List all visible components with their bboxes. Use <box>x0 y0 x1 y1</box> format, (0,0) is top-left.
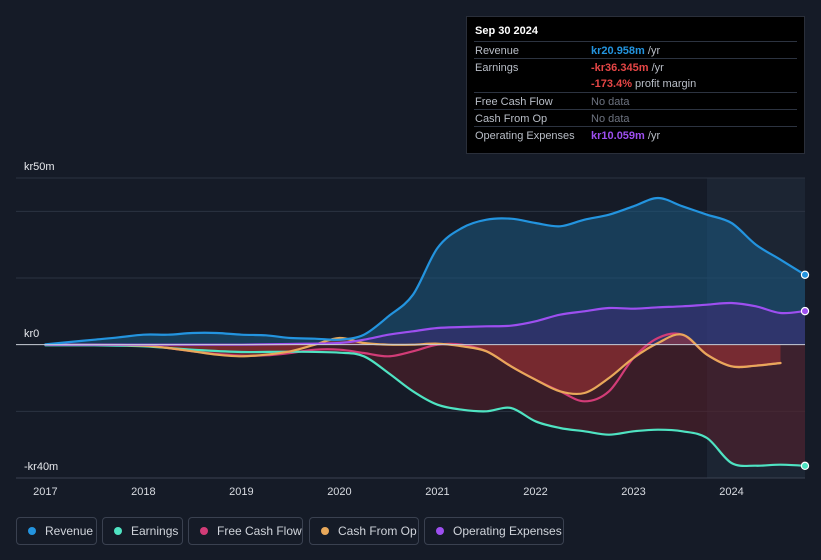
legend-label: Operating Expenses <box>453 524 562 538</box>
cash-from-op-area <box>45 334 781 395</box>
tooltip-row-operating-expenses: Operating Expenses kr10.059m /yr <box>474 126 797 144</box>
tooltip-row-free-cash-flow: Free Cash Flow No data <box>474 92 797 110</box>
x-tick-label: 2018 <box>131 486 155 498</box>
earnings-end-marker <box>800 461 810 471</box>
tooltip-value-free-cash-flow: No data <box>591 96 630 108</box>
x-tick-label: 2017 <box>33 486 57 498</box>
tooltip-date: Sep 30 2024 <box>475 25 538 37</box>
legend-label: Free Cash Flow <box>217 524 302 538</box>
legend-item-earnings[interactable]: Earnings <box>102 517 183 545</box>
x-tick-label: 2022 <box>523 486 547 498</box>
series-end-markers <box>800 270 810 471</box>
legend-dot-icon <box>321 527 329 535</box>
earnings-line <box>44 344 807 468</box>
tooltip-label: Operating Expenses <box>475 130 575 142</box>
y-axis-label-bottom: -kr40m <box>24 461 58 473</box>
legend-label: Revenue <box>45 524 94 538</box>
operating-expenses-end-marker <box>800 306 810 316</box>
x-tick-label: 2024 <box>719 486 743 498</box>
tooltip-value-operating-expenses: kr10.059m /yr <box>591 130 661 142</box>
tooltip-label: Earnings <box>475 62 519 74</box>
chart-tooltip: Sep 30 2024 Revenue kr20.958m /yr Earnin… <box>466 16 805 154</box>
tooltip-row-earnings: Earnings -kr36.345m /yr <box>474 58 797 76</box>
legend-label: Earnings <box>131 524 179 538</box>
tooltip-value-cash-from-op: No data <box>591 113 630 125</box>
earnings-area <box>45 344 805 466</box>
x-tick-label: 2023 <box>621 486 645 498</box>
tooltip-label: Cash From Op <box>475 113 548 125</box>
legend-dot-icon <box>114 527 122 535</box>
legend-item-operating-expenses[interactable]: Operating Expenses <box>424 517 564 545</box>
series-lines <box>44 196 807 468</box>
tooltip-value-revenue: kr20.958m /yr <box>591 45 661 57</box>
x-tick-label: 2020 <box>327 486 351 498</box>
legend-dot-icon <box>436 527 444 535</box>
y-axis-label-top: kr50m <box>24 161 55 173</box>
tooltip-value-profit-margin: -173.4% profit margin <box>591 78 697 90</box>
tooltip-label: Free Cash Flow <box>475 96 553 108</box>
revenue-line <box>44 196 807 346</box>
x-tick-label: 2019 <box>229 486 253 498</box>
tooltip-row-cash-from-op: Cash From Op No data <box>474 109 797 127</box>
legend-item-cash-from-op[interactable]: Cash From Op <box>309 517 419 545</box>
legend-dot-icon <box>28 527 36 535</box>
tooltip-row-revenue: Revenue kr20.958m /yr <box>474 41 797 59</box>
cash-from-op-line <box>44 333 782 396</box>
chart-axes: 2017 2018 2019 2020 2021 2022 2023 2024 <box>16 344 805 498</box>
legend-item-revenue[interactable]: Revenue <box>16 517 97 545</box>
x-tick-label: 2021 <box>425 486 449 498</box>
legend-dot-icon <box>200 527 208 535</box>
tooltip-value-earnings: -kr36.345m /yr <box>591 62 664 74</box>
series-area-fills <box>45 198 805 466</box>
operating-expenses-area <box>45 302 805 345</box>
legend-label: Cash From Op <box>338 524 417 538</box>
tooltip-row-profit-margin: -173.4% profit margin <box>474 75 797 92</box>
revenue-end-marker <box>800 270 810 280</box>
legend-item-free-cash-flow[interactable]: Free Cash Flow <box>188 517 303 545</box>
tooltip-label: Revenue <box>475 45 520 57</box>
y-axis-label-zero: kr0 <box>24 328 39 340</box>
